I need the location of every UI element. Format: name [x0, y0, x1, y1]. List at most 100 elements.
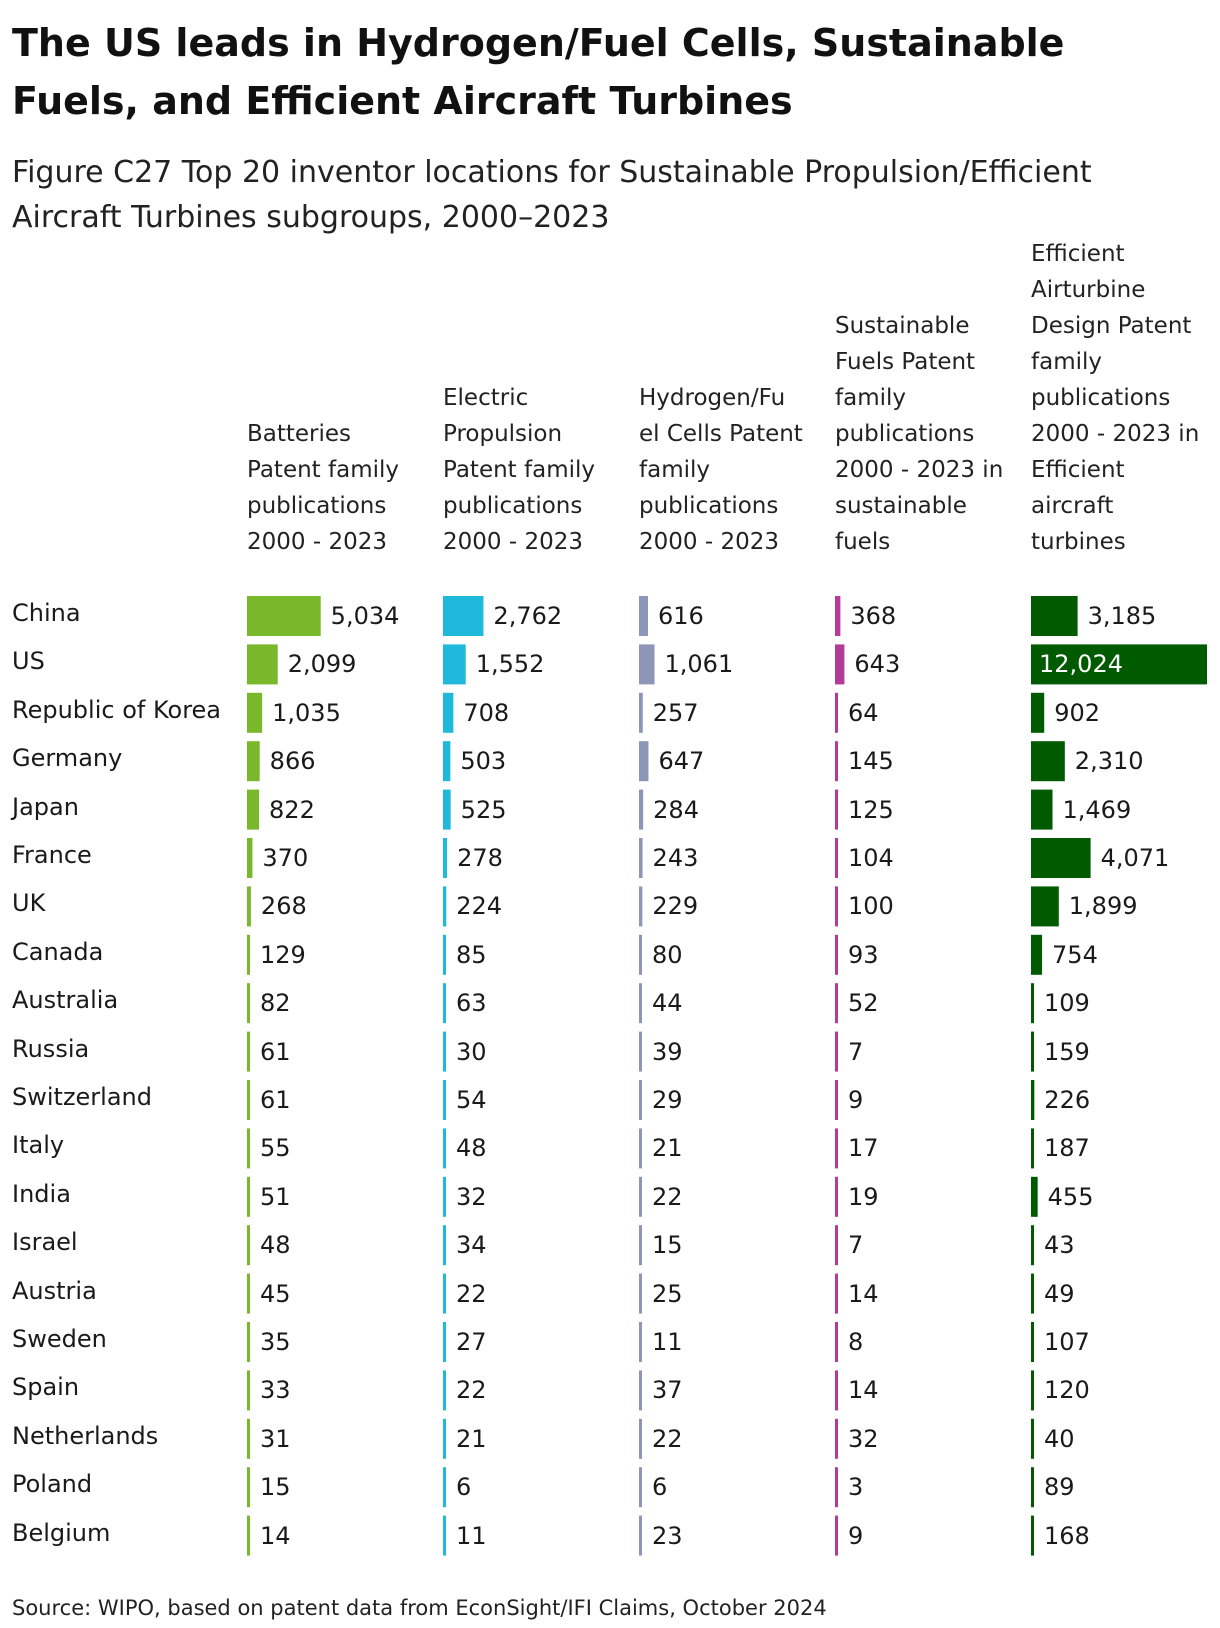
- bar: [639, 741, 649, 782]
- data-label: 51: [260, 1182, 291, 1211]
- data-label: 30: [456, 1037, 487, 1066]
- country-label: Canada: [12, 937, 104, 966]
- bar: [443, 983, 446, 1024]
- data-label: 708: [463, 698, 510, 727]
- country-label: Spain: [12, 1373, 80, 1402]
- bar: [443, 644, 466, 685]
- column-header-line: 2000 - 2023: [639, 529, 779, 555]
- data-label: 7: [848, 1231, 864, 1260]
- data-label: 43: [1044, 1231, 1075, 1260]
- column-header-line: Electric: [443, 385, 529, 411]
- data-label: 12,024: [1039, 650, 1123, 679]
- country-label: Republic of Korea: [12, 695, 222, 724]
- column-header: Hydrogen/Fu el Cells Patent family publicat…: [639, 380, 803, 560]
- data-label: 284: [653, 795, 699, 824]
- data-label: 368: [850, 602, 897, 630]
- bar: [247, 1225, 250, 1266]
- bar: [835, 1273, 838, 1314]
- bar: [247, 934, 250, 975]
- column-header-line: Patent family: [247, 457, 399, 483]
- column-header-line: Hydrogen/Fu: [639, 385, 786, 411]
- data-label: 11: [652, 1328, 683, 1356]
- bar: [247, 838, 253, 878]
- bar: [247, 1176, 250, 1217]
- data-label: 109: [1044, 989, 1090, 1018]
- data-label: 2,762: [493, 602, 563, 630]
- country-label: US: [12, 647, 45, 676]
- column-header: Sustainable Fuels Patent family publication…: [835, 308, 1003, 560]
- data-label: 45: [260, 1279, 291, 1308]
- data-label: 19: [848, 1182, 879, 1211]
- bar: [443, 1467, 446, 1508]
- data-label: 1,899: [1068, 892, 1138, 921]
- bar: [835, 789, 838, 830]
- bar: [443, 1273, 446, 1314]
- column-header-line: Design Patent: [1031, 313, 1192, 339]
- bar: [247, 644, 278, 685]
- bar: [835, 934, 838, 975]
- bar: [639, 1176, 642, 1217]
- data-label: 100: [848, 892, 894, 921]
- column-header-line: publications: [639, 493, 779, 519]
- data-label: 52: [848, 989, 879, 1018]
- data-label: 80: [652, 940, 683, 969]
- data-label: 647: [658, 747, 705, 776]
- data-label: 268: [260, 892, 307, 921]
- bar: [639, 1370, 642, 1411]
- column-header-line: Batteries: [247, 421, 352, 447]
- data-label: 32: [456, 1182, 487, 1211]
- bar: [247, 789, 260, 830]
- data-label: 9: [848, 1521, 864, 1550]
- data-label: 866: [269, 747, 316, 776]
- bar: [639, 934, 642, 975]
- data-label: 145: [848, 747, 894, 776]
- data-label: 7: [848, 1037, 864, 1066]
- bar: [247, 1515, 250, 1556]
- data-label: 902: [1054, 698, 1100, 727]
- data-label: 104: [848, 844, 894, 872]
- data-label: 34: [456, 1231, 487, 1260]
- country-label: Russia: [12, 1034, 90, 1063]
- bar: [835, 1080, 838, 1120]
- column-header-line: aircraft: [1031, 493, 1114, 519]
- bar: [1031, 1176, 1038, 1217]
- bar: [247, 1370, 250, 1411]
- column-header-line: 2000 - 2023 in: [835, 457, 1004, 483]
- country-label: China: [12, 599, 81, 627]
- bar: [835, 1370, 838, 1411]
- data-label: 1,035: [272, 698, 341, 727]
- bar: [835, 596, 841, 636]
- data-label: 229: [652, 892, 699, 921]
- data-label: 23: [652, 1521, 683, 1550]
- data-label: 17: [848, 1134, 879, 1163]
- bar: [1031, 1128, 1034, 1169]
- data-label: 93: [848, 940, 879, 969]
- bar: [835, 983, 838, 1024]
- data-label: 278: [457, 844, 503, 872]
- bar: [443, 1031, 446, 1072]
- bar: [639, 1515, 642, 1556]
- data-label: 21: [652, 1134, 683, 1163]
- column-header-line: Propulsion: [443, 421, 563, 447]
- bar: [1031, 1322, 1034, 1362]
- data-label: 370: [262, 844, 309, 872]
- country-label: Austria: [12, 1276, 97, 1305]
- data-label: 643: [854, 650, 901, 679]
- country-label: Australia: [12, 986, 119, 1015]
- data-label: 8: [848, 1328, 864, 1356]
- bar: [443, 934, 446, 975]
- chart-title: The US leads in Hydrogen/Fuel Cells, Sus…: [12, 21, 1065, 123]
- data-label: 3,185: [1087, 602, 1157, 630]
- column-header-line: turbines: [1031, 529, 1126, 555]
- data-label: 11: [456, 1521, 487, 1550]
- bar: [835, 1322, 838, 1362]
- data-label: 29: [652, 1086, 683, 1114]
- country-label: Japan: [12, 792, 79, 821]
- bar: [639, 1128, 642, 1169]
- bar: [443, 741, 451, 782]
- data-label: 822: [269, 795, 315, 824]
- bar: [443, 1515, 446, 1556]
- bar: [247, 1080, 250, 1120]
- bar: [443, 692, 454, 733]
- bar: [247, 1031, 250, 1072]
